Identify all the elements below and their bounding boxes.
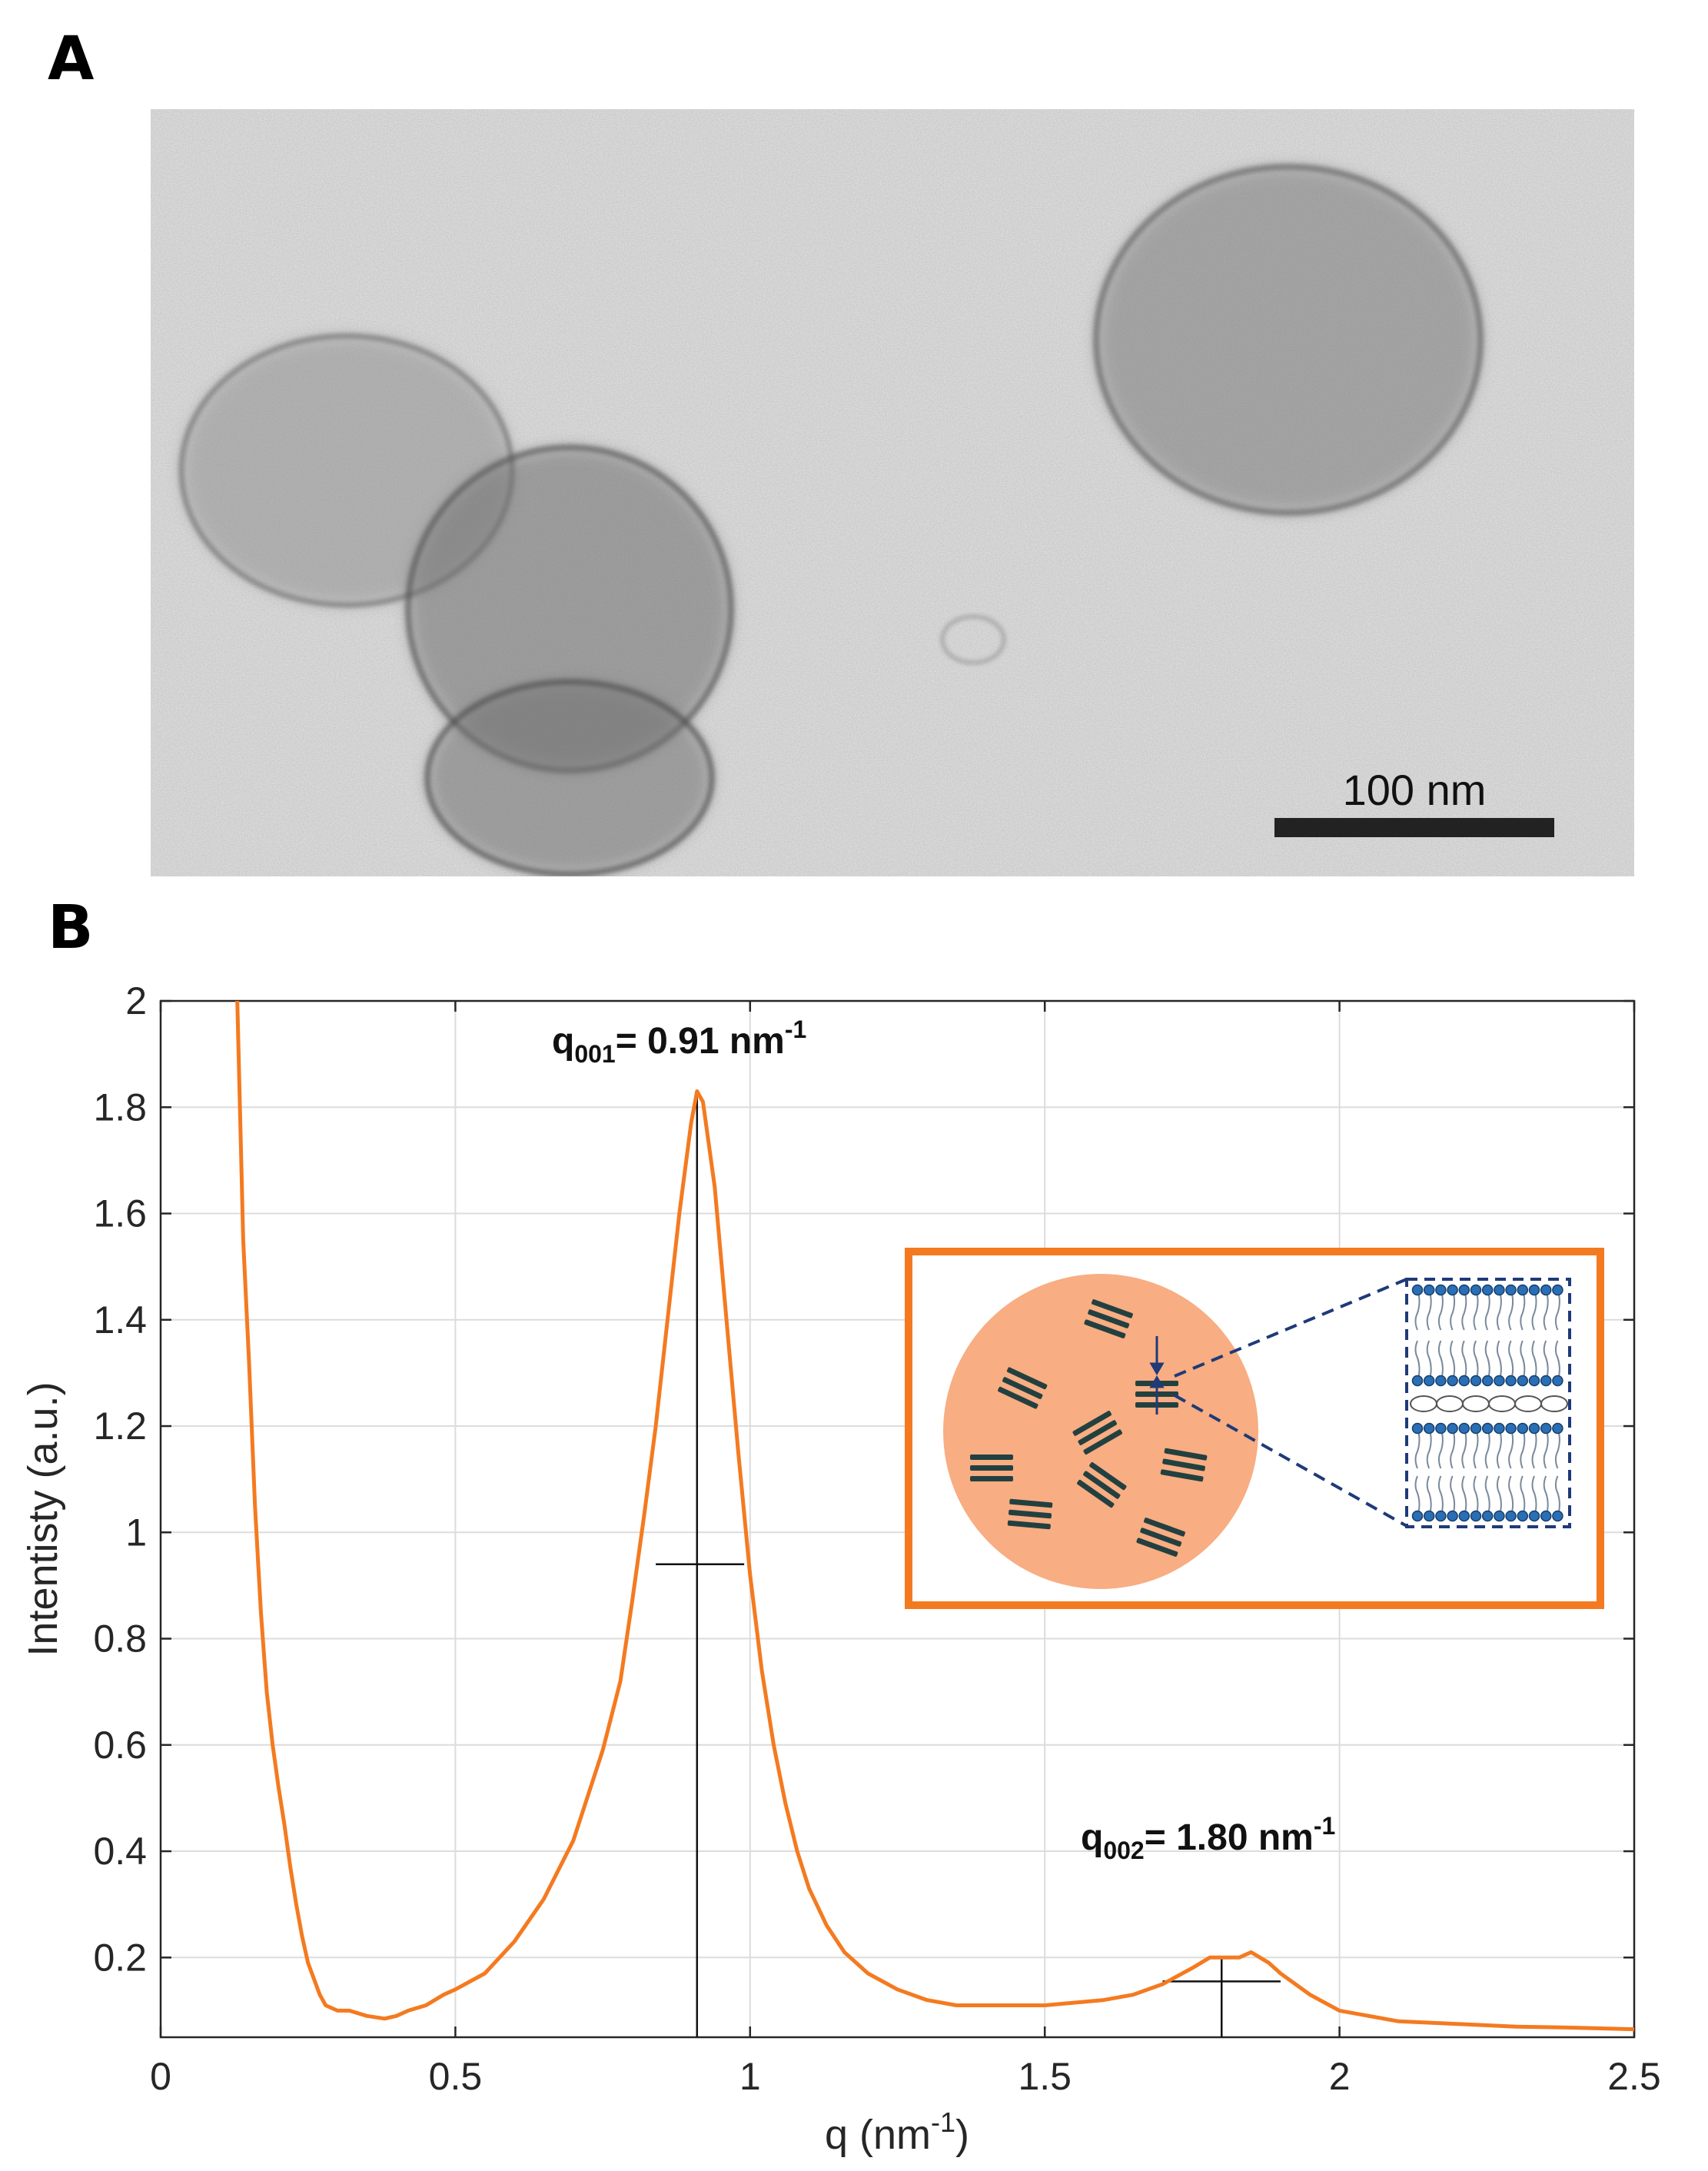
- x-tick-label: 1: [739, 2055, 761, 2098]
- vesicle-bottom: [424, 679, 715, 876]
- x-tick-label: 2.5: [1607, 2055, 1661, 2098]
- y-tick-label: 1.2: [93, 1405, 147, 1448]
- y-tick-label: 0.2: [93, 1936, 147, 1979]
- bilayer-stack: [970, 1455, 1013, 1481]
- saxs-chart: 0 0.5 1 1.5 2 2.5 0.20.40.60.811.21.41.61.82 …: [20, 979, 1661, 2158]
- tem-micrograph: 100 nm: [151, 109, 1634, 876]
- bilayer-stack: [998, 1367, 1048, 1409]
- x-tick-labels: 0 0.5 1 1.5 2 2.5: [150, 2055, 1661, 2098]
- leader-line-bottom: [1174, 1394, 1407, 1528]
- x-tick-label: 1.5: [1018, 2055, 1072, 2098]
- y-tick-label: 1: [125, 1511, 147, 1554]
- bilayer-stack: [1084, 1299, 1133, 1338]
- y-axis-label: Intentisty (a.u.): [20, 1381, 66, 1656]
- peak-annotation-q001: q001= 0.91 nm-1: [552, 1016, 806, 1068]
- saxs-curve: [235, 1000, 1635, 2032]
- vesicle-top-right: [1093, 164, 1484, 516]
- bilayer-stack: [1072, 1411, 1123, 1455]
- y-tick-label: 0.8: [93, 1617, 147, 1661]
- spacing-arrows: [1149, 1336, 1165, 1415]
- y-tick-label: 1.6: [93, 1192, 147, 1235]
- bilayer-zoom: [1405, 1278, 1571, 1528]
- bilayer-stack: [1007, 1498, 1053, 1530]
- x-tick-label: 0: [150, 2055, 171, 2098]
- bilayer-stack: [1160, 1448, 1208, 1482]
- small-particle: [940, 614, 1006, 665]
- lipid-molecules: [1410, 1284, 1568, 1522]
- peak-annotation-q002: q002= 1.80 nm-1: [1081, 1812, 1335, 1864]
- y-tick-labels: 0.2 0.4 0.6 0.8 1 1.2 1.4 1.6 1.8 2: [93, 979, 147, 1979]
- inset-schematic: [905, 1248, 1604, 1609]
- y-tick-label: 0.6: [93, 1724, 147, 1767]
- bilayer-stack: [1136, 1518, 1185, 1557]
- panel-a-label: A: [48, 25, 95, 94]
- plot-frame: [159, 999, 1636, 2039]
- bilayer-stacks: [970, 1299, 1208, 1557]
- scale-bar: [1274, 818, 1554, 837]
- x-axis-label: q (nm-1): [825, 2106, 969, 2158]
- leader-line-top: [1174, 1278, 1407, 1378]
- y-tick-label: 1.4: [93, 1298, 147, 1341]
- x-tick-label: 2: [1329, 2055, 1351, 2098]
- scale-bar-label: 100 nm: [1343, 766, 1487, 814]
- y-tick-label: 2: [125, 979, 147, 1022]
- y-tick-label: 0.4: [93, 1830, 147, 1873]
- peak-markers: [656, 1091, 1281, 2037]
- y-tick-label: 1.8: [93, 1086, 147, 1129]
- x-tick-label: 0.5: [429, 2055, 483, 2098]
- bilayer-stack: [1077, 1461, 1127, 1508]
- panel-b-label: B: [48, 893, 94, 962]
